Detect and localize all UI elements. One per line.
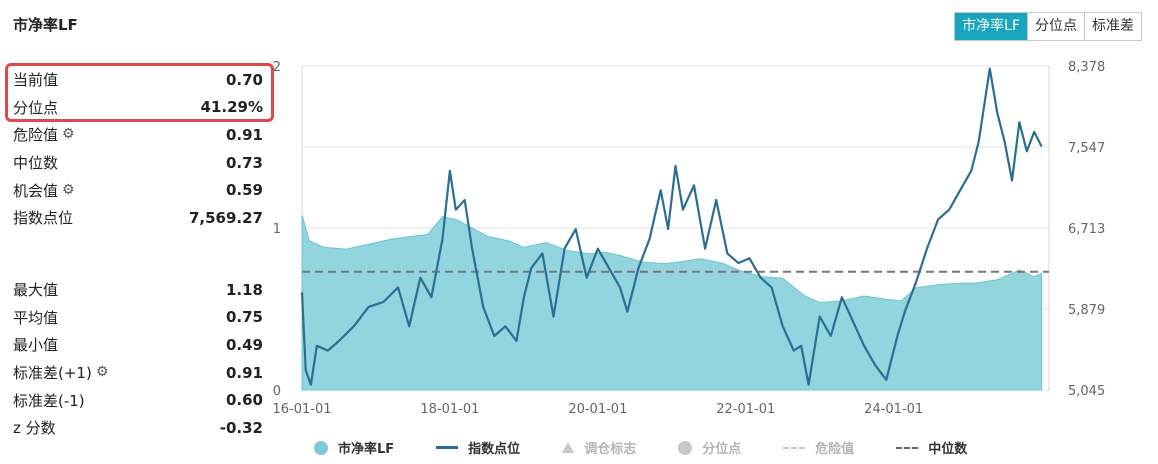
x-tick-label: 22-01-01	[716, 402, 775, 417]
legend-label: 市净率LF	[338, 442, 395, 457]
stat-value: 41.29%	[200, 98, 263, 117]
stat-value: 0.60	[225, 391, 263, 410]
stats-panel-top: 当前值 0.70 分位点 41.29% 危险值 ⚙ 0.91 中位数 0.73 机会值 ⚙ 0.59 指…	[13, 66, 263, 232]
stat-row: 指数点位 7,569.27	[13, 204, 263, 232]
view-switcher: 市净率LF 分位点 标准差	[954, 12, 1142, 41]
tab-std[interactable]: 标准差	[1084, 13, 1141, 40]
legend-dash-icon	[783, 446, 806, 449]
stat-row: 平均值 0.75	[13, 304, 263, 332]
y-left-tick-label: 2	[273, 60, 281, 75]
x-tick-label: 16-01-01	[272, 402, 331, 417]
stat-label: 最小值	[13, 336, 59, 355]
stat-row: 当前值 0.70	[13, 66, 263, 94]
stat-value: 7,569.27	[188, 208, 263, 227]
y-right-tick-label: 6,713	[1068, 222, 1105, 237]
stat-label: 标准差(+1)	[13, 364, 92, 383]
stat-value: 0.73	[225, 153, 263, 172]
legend-label: 调仓标志	[584, 442, 637, 457]
stat-value: 0.49	[225, 335, 263, 354]
legend-label: 中位数	[928, 442, 968, 457]
stat-label: 最大值	[13, 281, 59, 300]
y-right-tick-label: 5,879	[1068, 303, 1105, 318]
legend-line-icon	[436, 446, 459, 449]
stat-label: z 分数	[13, 419, 56, 438]
stat-row: 机会值 ⚙ 0.59	[13, 176, 263, 204]
legend-dot-icon	[678, 440, 693, 455]
stat-label: 机会值	[13, 181, 59, 200]
legend-dash-icon	[896, 446, 919, 449]
stat-label: 当前值	[13, 71, 59, 90]
legend-label: 分位点	[702, 442, 742, 457]
stat-value: -0.32	[219, 418, 263, 437]
stat-label: 危险值	[13, 126, 59, 145]
chart-axes: 5,045 5,879 6,713 7,547 8,378 0 1 2 16-01-01 18-0…	[272, 60, 1105, 417]
stat-label: 平均值	[13, 308, 59, 327]
legend-label: 指数点位	[468, 442, 521, 457]
legend-item[interactable]: 市净率LF	[314, 438, 394, 457]
y-right-tick-label: 5,045	[1068, 384, 1105, 399]
legend-item[interactable]: 调仓标志	[562, 438, 636, 457]
stat-label: 分位点	[13, 98, 59, 117]
chart-legend: 市净率LF 指数点位 调仓标志 分位点 危险值 中位数	[314, 438, 1009, 457]
x-tick-label: 20-01-01	[568, 402, 627, 417]
stat-label: 中位数	[13, 154, 59, 173]
legend-label: 危险值	[815, 442, 855, 457]
stat-label: 标准差(-1)	[13, 391, 85, 410]
x-tick-label: 24-01-01	[864, 402, 923, 417]
gear-icon[interactable]: ⚙	[95, 364, 109, 381]
pb-chart: 5,045 5,879 6,713 7,547 8,378 0 1 2 16-01-01 18-0…	[272, 60, 1105, 417]
gear-icon[interactable]: ⚙	[62, 126, 75, 143]
stat-value: 1.18	[225, 280, 263, 299]
legend-item[interactable]: 指数点位	[436, 438, 520, 457]
tab-pb-lf[interactable]: 市净率LF	[955, 13, 1027, 40]
stat-row: 标准差(-1) 0.60	[13, 386, 263, 414]
series-line-index	[300, 67, 1043, 386]
current-value-highlight	[5, 63, 274, 122]
stat-value: 0.91	[225, 125, 263, 144]
y-left-tick-label: 0	[273, 384, 281, 399]
stat-row: 最小值 0.49	[13, 331, 263, 359]
stat-row: z 分数 -0.32	[13, 414, 263, 442]
tab-percentile[interactable]: 分位点	[1027, 13, 1084, 40]
legend-triangle-icon	[562, 442, 575, 453]
series-area-pb-lf	[301, 214, 1043, 391]
stat-value: 0.91	[225, 363, 263, 382]
stat-value: 0.70	[225, 70, 263, 89]
x-tick-label: 18-01-01	[420, 402, 479, 417]
legend-item[interactable]: 分位点	[678, 438, 741, 457]
stat-row: 危险值 ⚙ 0.91	[13, 121, 263, 149]
stat-value: 0.75	[225, 308, 263, 327]
legend-dot-icon	[314, 440, 328, 455]
y-right-tick-label: 7,547	[1068, 141, 1105, 156]
stat-row: 最大值 1.18	[13, 276, 263, 304]
legend-item[interactable]: 危险值	[783, 438, 854, 457]
stat-row: 中位数 0.73	[13, 149, 263, 177]
stat-row: 标准差(+1) ⚙ 0.91	[13, 359, 263, 387]
y-left-tick-label: 1	[273, 222, 281, 237]
legend-item[interactable]: 中位数	[896, 438, 967, 457]
stats-panel-bottom: 最大值 1.18 平均值 0.75 最小值 0.49 标准差(+1) ⚙ 0.91 标准差(-1)…	[13, 276, 263, 442]
gear-icon[interactable]: ⚙	[62, 181, 75, 198]
stat-label: 指数点位	[13, 209, 74, 228]
stat-row: 分位点 41.29%	[13, 94, 263, 122]
y-right-tick-label: 8,378	[1068, 60, 1105, 75]
page-title: 市净率LF	[13, 16, 78, 34]
stat-value: 0.59	[225, 181, 263, 200]
